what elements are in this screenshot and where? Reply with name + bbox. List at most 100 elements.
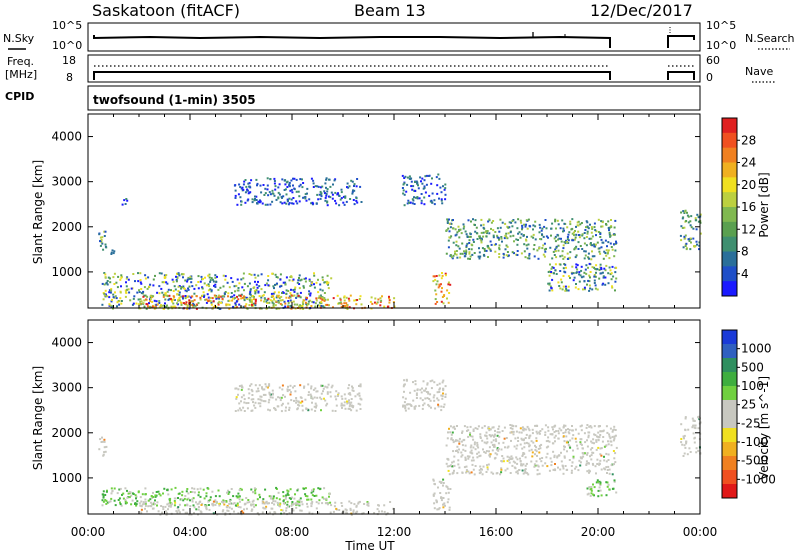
echo-cell (483, 425, 486, 428)
echo-cell (522, 463, 525, 466)
echo-cell (481, 473, 484, 476)
echo-cell (257, 398, 260, 401)
echo-cell (141, 292, 144, 295)
echo-cell (287, 300, 290, 302)
echo-cell (246, 307, 249, 310)
echo-cell (344, 195, 347, 198)
echo-cell (492, 234, 495, 237)
echo-cell (347, 407, 350, 410)
echo-cell (311, 397, 314, 400)
echo-cell (345, 200, 348, 203)
echo-cell (109, 277, 111, 280)
echo-cell (442, 379, 445, 382)
echo-cell (346, 306, 349, 309)
power-echo-layer (98, 173, 702, 310)
echo-cell (472, 438, 475, 441)
echo-cell (124, 487, 127, 490)
echo-cell (694, 219, 697, 222)
echo-cell (307, 300, 310, 303)
echo-cell (433, 394, 436, 397)
echo-cell (412, 185, 415, 188)
echo-cell (130, 494, 133, 497)
echo-cell (515, 430, 518, 433)
echo-cell (273, 511, 276, 514)
echo-cell (301, 400, 304, 403)
echo-cell (262, 393, 265, 396)
echo-cell (454, 250, 456, 253)
echo-cell (583, 432, 586, 435)
echo-cell (261, 500, 264, 503)
echo-cell (227, 489, 230, 492)
echo-cell (306, 192, 308, 195)
echo-cell (592, 483, 594, 486)
echo-cell (226, 506, 229, 509)
echo-cell (553, 237, 556, 240)
echo-cell (447, 458, 450, 461)
echo-cell (273, 297, 275, 300)
echo-cell (511, 424, 514, 427)
echo-cell (274, 283, 276, 286)
echo-cell (184, 289, 187, 292)
echo-cell (228, 491, 231, 494)
echo-cell (187, 295, 190, 298)
echo-cell (256, 202, 258, 205)
echo-cell (535, 460, 538, 463)
echo-cell (570, 471, 573, 474)
echo-cell (490, 227, 492, 230)
echo-cell (327, 503, 329, 506)
echo-cell (379, 300, 382, 303)
echo-cell (350, 502, 353, 505)
nsky-tick-bottom: 10^0 (52, 39, 82, 52)
echo-cell (358, 394, 361, 397)
echo-cell (487, 426, 490, 429)
echo-cell (239, 196, 242, 199)
colorbar-swatch (722, 400, 737, 415)
echo-cell (209, 279, 212, 282)
echo-cell (126, 276, 129, 279)
echo-cell (540, 238, 543, 241)
echo-cell (310, 491, 313, 494)
echo-cell (197, 275, 200, 278)
echo-cell (438, 388, 441, 391)
echo-cell (479, 454, 482, 457)
freq-label-line2: [MHz] (5, 68, 37, 81)
echo-cell (112, 252, 115, 255)
echo-cell (549, 246, 552, 249)
echo-cell (600, 454, 603, 457)
echo-cell (245, 402, 248, 405)
echo-cell (103, 438, 106, 441)
echo-cell (680, 211, 683, 214)
echo-cell (532, 224, 535, 227)
echo-cell (336, 294, 339, 297)
echo-cell (343, 295, 346, 298)
echo-cell (447, 281, 450, 284)
echo-cell (359, 403, 362, 406)
echo-cell (213, 294, 216, 297)
echo-cell (507, 232, 510, 235)
echo-cell (563, 222, 566, 225)
echo-cell (458, 442, 461, 445)
echo-cell (567, 441, 569, 444)
echo-cell (277, 295, 280, 298)
echo-cell (254, 489, 257, 492)
echo-cell (583, 232, 586, 234)
echo-cell (576, 221, 579, 224)
echo-cell (298, 504, 301, 507)
echo-cell (482, 223, 485, 226)
echo-cell (486, 464, 488, 467)
echo-cell (423, 196, 426, 199)
colorbar-swatch (722, 236, 737, 252)
echo-cell (111, 489, 114, 492)
echo-cell (474, 448, 477, 451)
echo-cell (136, 500, 139, 503)
echo-cell (547, 271, 550, 273)
echo-cell (691, 417, 694, 420)
echo-cell (301, 404, 304, 407)
echo-cell (200, 275, 203, 278)
echo-cell (408, 177, 411, 180)
echo-cell (274, 304, 277, 307)
echo-cell (359, 295, 362, 298)
velocity-echo-layer (98, 378, 702, 516)
echo-cell (561, 288, 564, 291)
echo-cell (566, 258, 569, 260)
